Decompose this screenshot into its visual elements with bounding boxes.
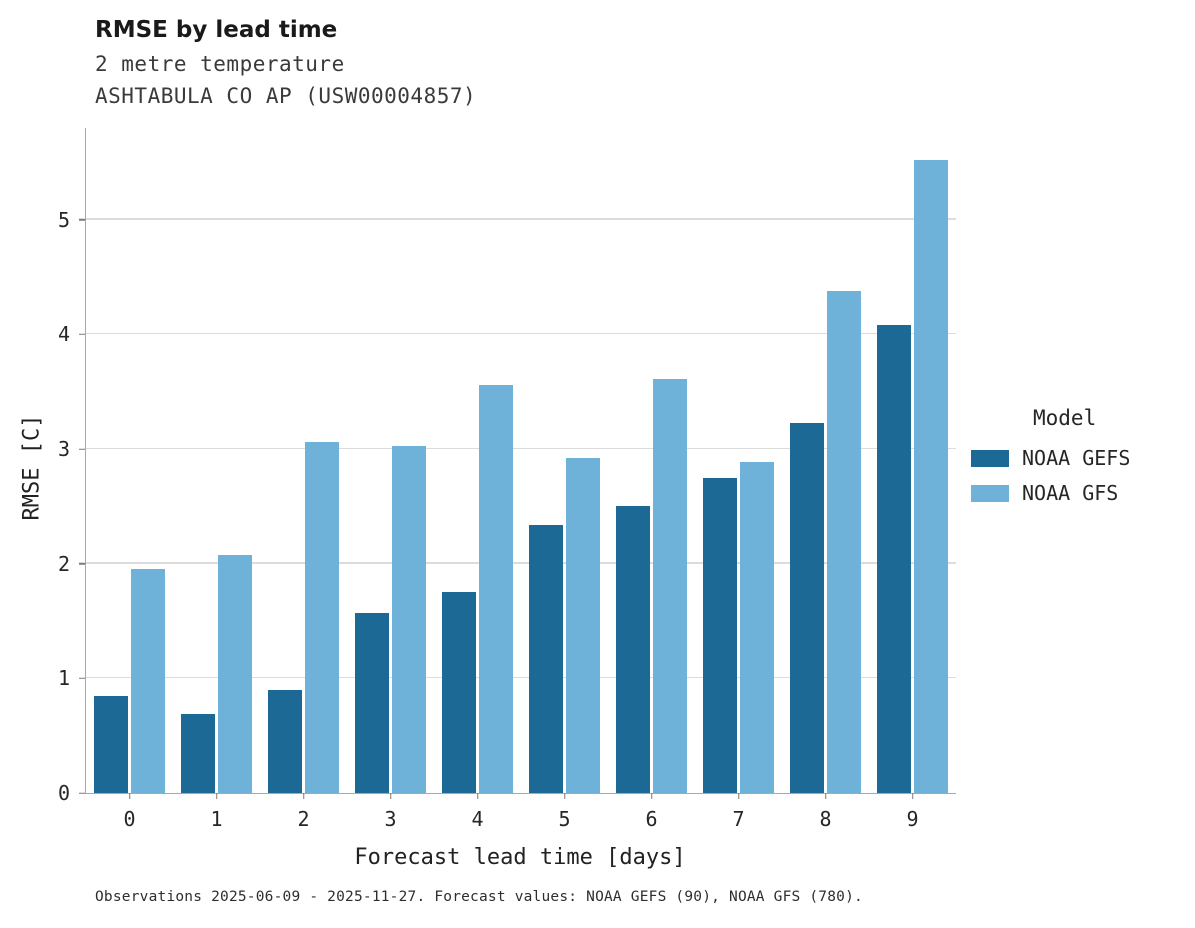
- bar-noaa-gfs-lead-9: [914, 160, 948, 793]
- bar-noaa-gefs-lead-5: [529, 524, 563, 793]
- x-tick-mark-9: [911, 793, 914, 799]
- gridline-y-5: [86, 218, 956, 220]
- legend-title: Model: [1033, 406, 1097, 430]
- plot-area: 0 1 2 3 4 5 0 1 2 3 4 5 6 7 8 9: [58, 128, 956, 831]
- bar-noaa-gefs-lead-4: [442, 592, 476, 793]
- y-tick-label-3: 3: [57, 437, 70, 462]
- bar-noaa-gfs-lead-8: [827, 290, 861, 793]
- legend-entries: NOAA GEFS NOAA GFS: [965, 446, 1130, 505]
- x-tick-label-4: 4: [471, 807, 484, 831]
- legend-swatch-noaa-gfs: [971, 484, 1009, 502]
- y-tick-label-0: 0: [57, 781, 70, 805]
- y-tick-label-4: 4: [57, 322, 70, 347]
- x-tick-label-0: 0: [123, 807, 136, 831]
- x-tick-label-3: 3: [384, 807, 397, 831]
- bar-noaa-gefs-lead-8: [790, 422, 824, 793]
- x-tick-label-9: 9: [906, 807, 919, 831]
- x-tick-label-6: 6: [645, 807, 658, 831]
- gridline-y-4: [86, 332, 956, 335]
- x-tick-label-5: 5: [558, 807, 571, 831]
- y-tick-label-1: 1: [57, 666, 70, 691]
- x-tick-mark-1: [215, 793, 218, 799]
- bar-noaa-gfs-lead-5: [566, 458, 600, 793]
- bar-noaa-gfs-lead-4: [479, 384, 513, 793]
- y-tick-mark-1: [79, 677, 85, 680]
- x-tick-mark-3: [389, 793, 392, 799]
- bar-noaa-gfs-lead-3: [392, 445, 426, 793]
- bar-noaa-gefs-lead-3: [355, 613, 389, 793]
- x-tick-mark-7: [737, 793, 740, 799]
- legend-label-noaa-gefs: NOAA GEFS: [1022, 446, 1131, 470]
- legend-label-noaa-gfs: NOAA GFS: [1022, 481, 1119, 505]
- bar-noaa-gfs-lead-0: [131, 569, 165, 793]
- x-axis-label: Forecast lead time [days]: [354, 845, 686, 870]
- gridline-y-1: [86, 676, 956, 679]
- bar-noaa-gefs-lead-2: [268, 689, 302, 793]
- bar-noaa-gfs-lead-1: [218, 554, 252, 793]
- x-tick-mark-0: [128, 793, 131, 799]
- x-tick-mark-2: [302, 793, 305, 799]
- x-tick-label-1: 1: [210, 807, 223, 831]
- x-tick-mark-5: [563, 793, 566, 799]
- legend-entry-noaa-gfs: NOAA GFS: [965, 481, 1130, 505]
- y-tick-label-2: 2: [57, 551, 70, 576]
- bar-noaa-gefs-lead-9: [877, 325, 911, 793]
- bar-noaa-gefs-lead-7: [703, 477, 737, 793]
- chart-caption: Observations 2025-06-09 - 2025-11-27. Fo…: [95, 889, 863, 905]
- bar-noaa-gfs-lead-7: [740, 461, 774, 793]
- y-tick-mark-5: [79, 218, 85, 221]
- bar-noaa-gefs-lead-6: [616, 506, 650, 793]
- bar-noaa-gfs-lead-2: [305, 442, 339, 793]
- chart-station-label: ASHTABULA CO AP (USW00004857): [95, 84, 477, 108]
- chart-subtitle: 2 metre temperature: [95, 52, 345, 76]
- y-tick-mark-3: [79, 448, 85, 450]
- legend: Model NOAA GEFS NOAA GFS: [965, 406, 1130, 516]
- y-tick-mark-2: [79, 562, 85, 565]
- chart-title: RMSE by lead time: [95, 17, 338, 43]
- x-tick-label-8: 8: [819, 807, 832, 831]
- x-tick-mark-4: [476, 793, 479, 799]
- gridline-y-3: [86, 447, 956, 450]
- bar-noaa-gefs-lead-0: [94, 695, 128, 793]
- bar-noaa-gfs-lead-6: [653, 379, 687, 793]
- y-axis-label: RMSE [C]: [19, 414, 45, 521]
- y-tick-label-5: 5: [57, 207, 70, 232]
- x-tick-mark-8: [824, 793, 827, 799]
- x-tick-label-2: 2: [297, 807, 310, 831]
- legend-swatch-noaa-gefs: [971, 449, 1009, 467]
- y-tick-mark-4: [79, 333, 85, 336]
- y-tick-mark-0: [79, 792, 85, 794]
- gridline-y-2: [86, 562, 956, 564]
- bar-noaa-gefs-lead-1: [181, 713, 215, 793]
- legend-entry-noaa-gefs: NOAA GEFS: [965, 446, 1130, 470]
- x-tick-mark-6: [650, 793, 653, 799]
- x-tick-label-7: 7: [732, 807, 745, 831]
